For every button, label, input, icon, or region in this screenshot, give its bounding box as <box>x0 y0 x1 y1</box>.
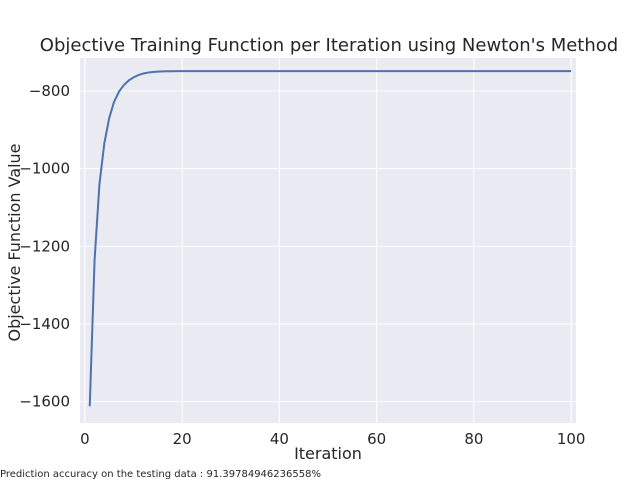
x-tick-label: 80 <box>464 430 483 448</box>
series-line <box>88 70 572 407</box>
y-tick-labels: −800 −1000 −1200 −1400 −1600 <box>19 82 70 411</box>
y-tick-label: −800 <box>29 82 70 100</box>
grid-lines <box>80 58 576 423</box>
x-tick-label: 40 <box>270 430 289 448</box>
y-tick-label: −1000 <box>19 160 70 178</box>
y-axis-label: Objective Function Value <box>5 143 24 341</box>
y-tick-label: −1600 <box>19 393 70 411</box>
chart: 0 20 40 60 80 100 −800 −1000 −1200 −1400 −1600 Ob… <box>5 35 618 463</box>
y-tick-label: −1400 <box>19 315 70 333</box>
chart-title: Objective Training Function per Iteratio… <box>40 35 618 56</box>
x-tick-label: 20 <box>173 430 192 448</box>
y-tick-label: −1200 <box>19 237 70 255</box>
x-tick-label: 60 <box>367 430 386 448</box>
prediction-accuracy-text: Prediction accuracy on the testing data … <box>0 469 321 480</box>
plot-area <box>80 58 576 423</box>
x-tick-label: 100 <box>557 430 586 448</box>
x-tick-labels: 0 20 40 60 80 100 <box>80 430 585 448</box>
x-tick-label: 0 <box>80 430 90 448</box>
x-axis-label: Iteration <box>294 444 362 463</box>
